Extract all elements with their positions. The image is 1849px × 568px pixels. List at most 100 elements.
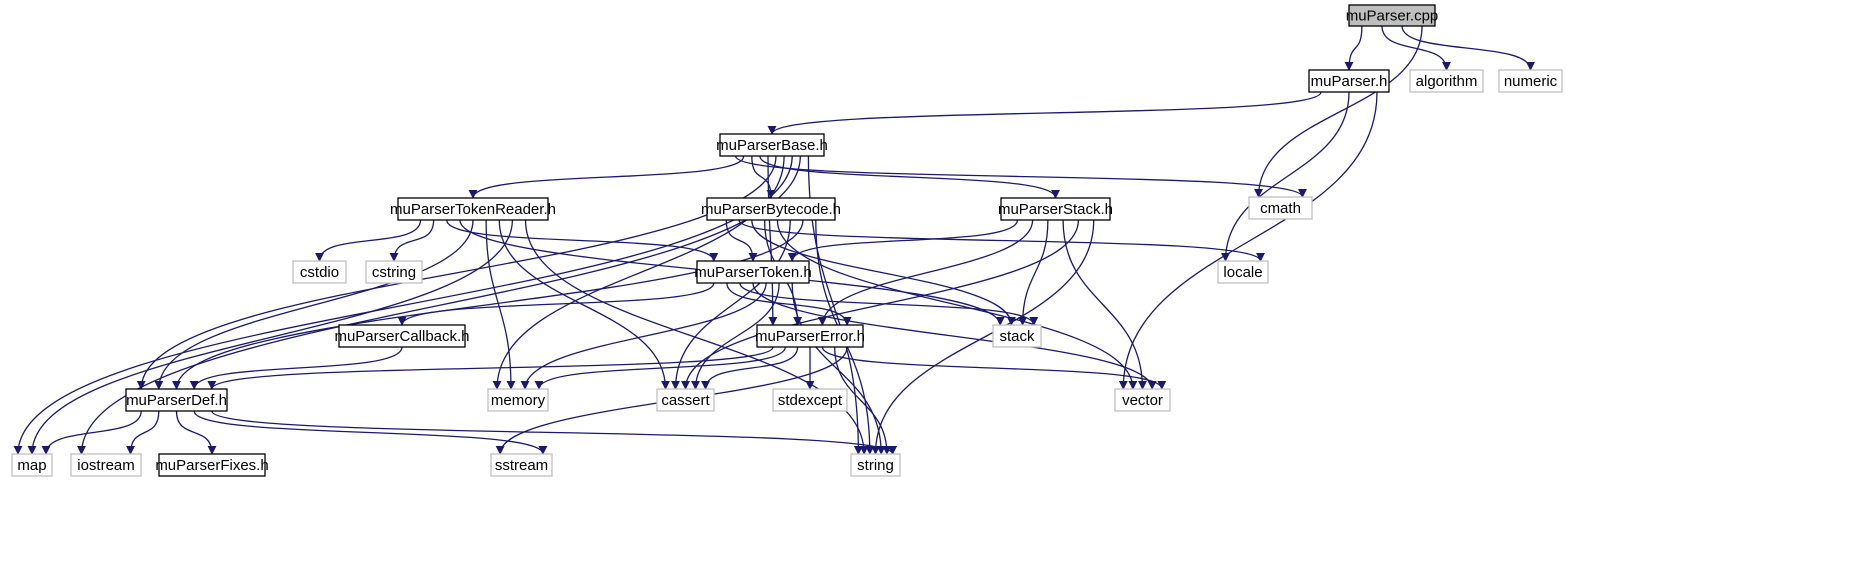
edge-muParserDef_h-to-map bbox=[41, 410, 142, 455]
edge-muParserError_h-to-cassert bbox=[701, 346, 799, 390]
node-label: muParserTokenReader.h bbox=[390, 201, 556, 218]
edge-muParserTokenReader_h-to-cassert bbox=[498, 219, 670, 390]
node-numeric: numeric bbox=[1498, 69, 1563, 93]
node-label: muParser.cpp bbox=[1346, 8, 1439, 25]
node-locale: locale bbox=[1217, 260, 1269, 284]
node-box bbox=[1498, 69, 1563, 93]
edge-muParserDef_h-to-muParserFixes_h bbox=[175, 410, 217, 455]
node-label: muParserToken.h bbox=[694, 264, 812, 281]
node-string: string bbox=[850, 453, 901, 477]
edge-muParserToken_h-to-muParserError_h bbox=[726, 282, 852, 326]
node-layer: muParser.cpp muParser.h algorithm numeric mu… bbox=[11, 4, 1563, 477]
edge-muParserToken_h-to-vector bbox=[752, 282, 1157, 390]
node-label: muParserError.h bbox=[755, 328, 865, 345]
edge-muParserBase_h-to-cmath bbox=[734, 155, 1307, 198]
node-label: map bbox=[17, 457, 46, 474]
node-label: stack bbox=[999, 328, 1035, 345]
node-muParserBase-h[interactable]: muParserBase.h bbox=[716, 133, 828, 157]
node-box bbox=[158, 453, 266, 477]
node-box bbox=[756, 324, 864, 348]
edge-muParser_h-to-locale bbox=[1221, 91, 1350, 262]
node-box bbox=[365, 260, 423, 284]
node-label: memory bbox=[491, 392, 546, 409]
node-muParserStack-h[interactable]: muParserStack.h bbox=[998, 197, 1113, 221]
node-label: numeric bbox=[1504, 73, 1558, 90]
node-box bbox=[1217, 260, 1269, 284]
node-vector: vector bbox=[1114, 388, 1171, 412]
node-box bbox=[1409, 69, 1484, 93]
node-box bbox=[656, 388, 715, 412]
node-box bbox=[1114, 388, 1171, 412]
edge-muParserBytecode_h-to-vector bbox=[776, 219, 1138, 390]
node-label: vector bbox=[1122, 392, 1163, 409]
node-label: muParserDef.h bbox=[126, 392, 227, 409]
edge-muParser_h-to-muParserBase_h bbox=[767, 91, 1322, 135]
edge-muParserTokenReader_h-to-muParserToken_h bbox=[446, 219, 719, 262]
node-muParserBytecode-h[interactable]: muParserBytecode.h bbox=[701, 197, 841, 221]
edge-muParserToken_h-to-muParserCallback_h bbox=[397, 282, 715, 326]
node-label: muParserStack.h bbox=[998, 201, 1113, 218]
node-label: muParserBytecode.h bbox=[701, 201, 841, 218]
edge-root-to-algorithm bbox=[1381, 25, 1451, 71]
edge-muParserBytecode_h-to-muParserDef_h bbox=[172, 219, 804, 390]
node-muParserFixes-h[interactable]: muParserFixes.h bbox=[155, 453, 269, 477]
edge-muParserTokenReader_h-to-memory bbox=[485, 219, 516, 390]
node-box bbox=[706, 197, 836, 221]
edge-muParserBytecode_h-to-muParserToken_h bbox=[725, 219, 758, 262]
edge-muParserBytecode_h-to-cassert bbox=[671, 219, 791, 390]
edge-muParserTokenReader_h-to-map bbox=[27, 219, 514, 455]
node-label: string bbox=[857, 457, 894, 474]
edge-muParserTokenReader_h-to-cstring bbox=[389, 219, 435, 262]
edge-muParserError_h-to-memory bbox=[534, 346, 786, 390]
node-label: muParserFixes.h bbox=[155, 457, 268, 474]
node-map: map bbox=[11, 453, 53, 477]
edge-muParserDef_h-to-iostream bbox=[126, 410, 160, 455]
node-box bbox=[125, 388, 228, 412]
node-box bbox=[719, 133, 825, 157]
node-stack: stack bbox=[992, 324, 1042, 348]
edge-muParserError_h-to-string bbox=[834, 346, 892, 455]
node-box bbox=[1248, 196, 1313, 220]
node-box bbox=[992, 324, 1042, 348]
node-cassert: cassert bbox=[656, 388, 715, 412]
node-iostream: iostream bbox=[70, 453, 142, 477]
edge-muParser_h-to-vector bbox=[1118, 91, 1378, 390]
edge-muParserToken_h-to-stack bbox=[739, 282, 1039, 326]
node-box bbox=[696, 260, 810, 284]
edge-muParserToken_h-to-string bbox=[791, 282, 886, 455]
edge-root-to-muParser_h bbox=[1344, 25, 1363, 71]
edge-muParserBase_h-to-muParserError_h bbox=[767, 155, 778, 326]
node-label: muParserBase.h bbox=[716, 137, 828, 154]
edge-muParserTokenReader_h-to-cstdio bbox=[315, 219, 422, 262]
node-box bbox=[772, 388, 848, 412]
node-box bbox=[850, 453, 901, 477]
node-box bbox=[397, 197, 549, 221]
node-label: muParserCallback.h bbox=[334, 328, 469, 345]
node-muParserToken-h[interactable]: muParserToken.h bbox=[694, 260, 812, 284]
edge-muParserStack_h-to-string bbox=[871, 219, 1095, 455]
node-box bbox=[487, 388, 549, 412]
edge-muParserBytecode_h-to-locale bbox=[738, 219, 1265, 262]
node-box bbox=[70, 453, 142, 477]
node-muParser-h[interactable]: muParser.h bbox=[1308, 69, 1390, 93]
node-muParserCallback-h[interactable]: muParserCallback.h bbox=[334, 324, 470, 348]
node-cmath: cmath bbox=[1248, 196, 1313, 220]
node-algorithm: algorithm bbox=[1409, 69, 1484, 93]
node-sstream: sstream bbox=[490, 453, 553, 477]
node-root[interactable]: muParser.cpp bbox=[1346, 4, 1439, 27]
edge-muParserBase_h-to-muParserStack_h bbox=[759, 155, 1060, 199]
node-memory: memory bbox=[487, 388, 549, 412]
edge-muParserCallback_h-to-muParserDef_h bbox=[189, 346, 403, 390]
node-label: cstdio bbox=[300, 264, 339, 281]
node-label: muParser.h bbox=[1311, 73, 1388, 90]
edge-muParserStack_h-to-muParserToken_h bbox=[787, 219, 1019, 262]
edge-muParserToken_h-to-memory bbox=[520, 282, 767, 390]
node-muParserError-h[interactable]: muParserError.h bbox=[755, 324, 865, 348]
edge-muParserBase_h-to-muParserTokenReader_h bbox=[468, 155, 745, 199]
node-label: algorithm bbox=[1416, 73, 1478, 90]
node-muParserDef-h[interactable]: muParserDef.h bbox=[125, 388, 228, 412]
node-box bbox=[490, 453, 553, 477]
node-box bbox=[1308, 69, 1390, 93]
node-muParserTokenReader-h[interactable]: muParserTokenReader.h bbox=[390, 197, 556, 221]
